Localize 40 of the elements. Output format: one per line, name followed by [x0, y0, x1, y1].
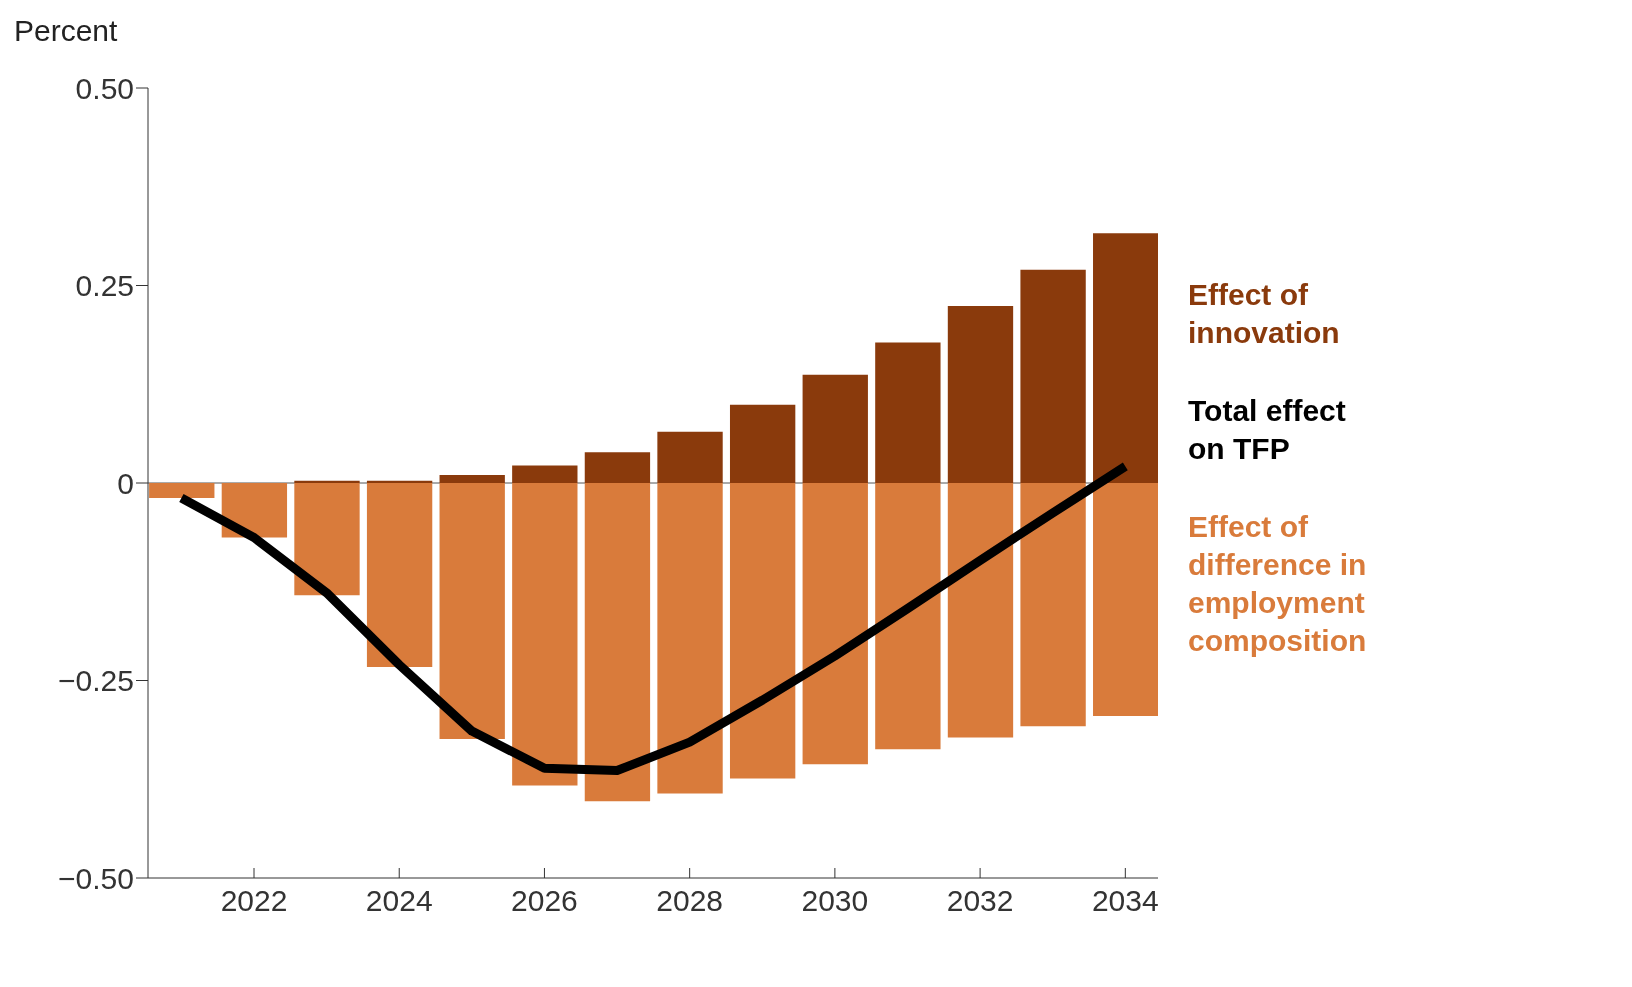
series-label: Effect of difference in employment composition [1188, 509, 1368, 659]
bar [584, 483, 651, 802]
bar [584, 452, 651, 483]
y-tick-label: 0.50 [75, 71, 134, 105]
x-tick-label: 2022 [220, 884, 288, 918]
bar [512, 465, 578, 483]
y-tick-label: −0.25 [58, 664, 134, 698]
bar [1020, 483, 1086, 727]
bar [439, 475, 505, 483]
x-tick-label: 2024 [365, 884, 433, 918]
bar [1093, 233, 1158, 483]
y-tick-label: 0 [117, 466, 134, 500]
bar [657, 431, 723, 483]
bar [802, 483, 868, 765]
bar [875, 483, 941, 750]
bar [875, 342, 941, 483]
y-tick-label: −0.50 [58, 861, 134, 895]
bar [1020, 269, 1086, 483]
bar [439, 483, 505, 739]
bar [1093, 483, 1158, 717]
x-tick-label: 2034 [1091, 884, 1159, 918]
bar [802, 374, 868, 483]
y-axis-title: Percent [14, 14, 118, 48]
text: Total effect on TFP [1188, 393, 1347, 467]
x-tick-label: 2030 [801, 884, 869, 918]
bar [149, 483, 215, 499]
bar [729, 404, 796, 483]
bar [512, 483, 578, 786]
series-label: Effect of innovation [1188, 277, 1341, 351]
x-tick-label: 2032 [946, 884, 1014, 918]
bar [657, 483, 723, 794]
bar [729, 483, 796, 779]
bar [947, 483, 1014, 738]
bar [947, 306, 1014, 483]
x-tick-label: 2026 [511, 884, 578, 918]
x-tick-label: 2028 [656, 884, 724, 918]
bar [221, 483, 288, 538]
y-tick-label: 0.25 [75, 269, 134, 303]
bar [366, 483, 433, 668]
bar [294, 483, 360, 596]
